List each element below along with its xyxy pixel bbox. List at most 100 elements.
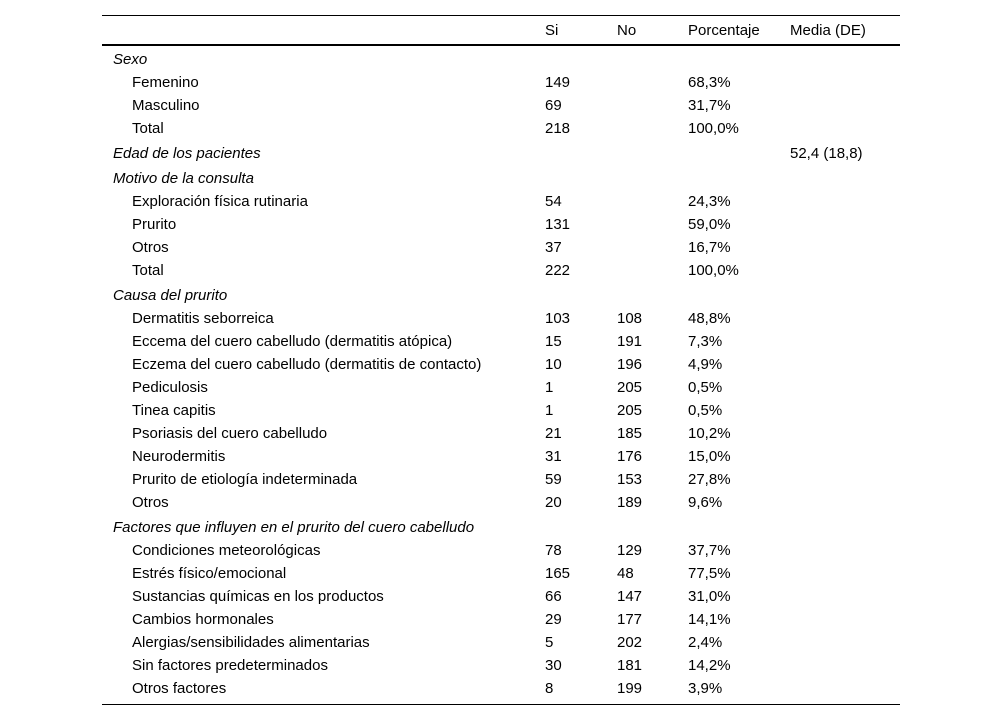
table-row: Condiciones meteorológicas 78 129 37,7% [102, 539, 900, 562]
table-row: Estrés físico/emocional 165 48 77,5% [102, 562, 900, 585]
table-row: Neurodermitis 31 176 15,0% [102, 445, 900, 468]
section-label: Causa del prurito [113, 287, 228, 304]
column-header-media: Media (DE) [790, 21, 866, 39]
row-label: Total [132, 262, 164, 279]
si-value: 54 [545, 193, 562, 210]
porcentaje-value: 2,4% [688, 634, 723, 651]
row-label: Otros [132, 494, 169, 511]
porcentaje-value: 59,0% [688, 216, 731, 233]
no-value: 189 [617, 494, 643, 511]
porcentaje-value: 7,3% [688, 333, 723, 350]
porcentaje-value: 100,0% [688, 120, 739, 137]
si-value: 37 [545, 239, 562, 256]
row-label: Psoriasis del cuero cabelludo [132, 425, 328, 442]
porcentaje-value: 68,3% [688, 74, 731, 91]
table-row: Masculino 69 31,7% [102, 94, 900, 117]
no-value: 147 [617, 588, 643, 605]
si-value: 1 [545, 379, 554, 396]
porcentaje-value: 0,5% [688, 402, 723, 419]
table-row: Eccema del cuero cabelludo (dermatitis a… [102, 330, 900, 353]
row-label: Tinea capitis [132, 402, 216, 419]
row-label: Sustancias químicas en los productos [132, 588, 384, 605]
section-row: Sexo [102, 46, 900, 71]
row-label: Otros factores [132, 680, 227, 697]
table-row: Eczema del cuero cabelludo (dermatitis d… [102, 353, 900, 376]
table-row: Psoriasis del cuero cabelludo 21 185 10,2% [102, 422, 900, 445]
table-row: Alergias/sensibilidades alimentarias 5 202… [102, 631, 900, 654]
row-label: Dermatitis seborreica [132, 310, 274, 327]
table-row: Pediculosis 1 205 0,5% [102, 376, 900, 399]
porcentaje-value: 37,7% [688, 542, 731, 559]
media-value: 52,4 (18,8) [790, 145, 863, 162]
table-row: Otros 20 189 9,6% [102, 491, 900, 514]
row-label: Prurito [132, 216, 177, 233]
no-value: 196 [617, 356, 643, 373]
si-value: 15 [545, 333, 562, 350]
si-value: 59 [545, 471, 562, 488]
porcentaje-value: 100,0% [688, 262, 739, 279]
si-value: 30 [545, 657, 562, 674]
table-header-row: Si No Porcentaje Media (DE) [102, 16, 900, 46]
si-value: 165 [545, 565, 571, 582]
table-row: Exploración física rutinaria 54 24,3% [102, 190, 900, 213]
table-body: Sexo Femenino 149 68,3% Masculino 69 31,7% Tota… [102, 46, 900, 704]
no-value: 153 [617, 471, 643, 488]
no-value: 202 [617, 634, 643, 651]
no-value: 177 [617, 611, 643, 628]
table-row: Cambios hormonales 29 177 14,1% [102, 608, 900, 631]
porcentaje-value: 31,7% [688, 97, 731, 114]
table-row: Total 218 100,0% [102, 117, 900, 140]
si-value: 29 [545, 611, 562, 628]
row-label: Estrés físico/emocional [132, 565, 287, 582]
section-label: Motivo de la consulta [113, 170, 254, 187]
no-value: 185 [617, 425, 643, 442]
si-value: 218 [545, 120, 571, 137]
column-header-si: Si [545, 21, 559, 39]
si-value: 149 [545, 74, 571, 91]
table-row: Femenino 149 68,3% [102, 71, 900, 94]
table-row: Sustancias químicas en los productos 66 14… [102, 585, 900, 608]
table-row: Otros 37 16,7% [102, 236, 900, 259]
row-label: Exploración física rutinaria [132, 193, 308, 210]
row-label: Femenino [132, 74, 199, 91]
table-row: Sin factores predeterminados 30 181 14,2% [102, 654, 900, 677]
porcentaje-value: 14,2% [688, 657, 731, 674]
porcentaje-value: 4,9% [688, 356, 723, 373]
si-value: 1 [545, 402, 554, 419]
table-row: Total 222 100,0% [102, 259, 900, 282]
table-row: Prurito 131 59,0% [102, 213, 900, 236]
no-value: 176 [617, 448, 643, 465]
row-label: Eczema del cuero cabelludo (dermatitis d… [132, 356, 482, 373]
row-label: Sin factores predeterminados [132, 657, 328, 674]
si-value: 10 [545, 356, 562, 373]
porcentaje-value: 3,9% [688, 680, 723, 697]
section-row: Motivo de la consulta [102, 165, 900, 190]
section-label: Factores que influyen en el prurito del … [113, 519, 475, 536]
row-label: Alergias/sensibilidades alimentarias [132, 634, 370, 651]
si-value: 103 [545, 310, 571, 327]
si-value: 78 [545, 542, 562, 559]
table-row: Prurito de etiología indeterminada 59 153 2… [102, 468, 900, 491]
no-value: 48 [617, 565, 634, 582]
table-row: Tinea capitis 1 205 0,5% [102, 399, 900, 422]
porcentaje-value: 15,0% [688, 448, 731, 465]
no-value: 108 [617, 310, 643, 327]
porcentaje-value: 14,1% [688, 611, 731, 628]
porcentaje-value: 48,8% [688, 310, 731, 327]
row-label: Total [132, 120, 164, 137]
si-value: 69 [545, 97, 562, 114]
table-row: Otros factores 8 199 3,9% [102, 677, 900, 700]
si-value: 131 [545, 216, 571, 233]
no-value: 181 [617, 657, 643, 674]
porcentaje-value: 24,3% [688, 193, 731, 210]
si-value: 21 [545, 425, 562, 442]
no-value: 191 [617, 333, 643, 350]
no-value: 205 [617, 379, 643, 396]
column-header-no: No [617, 21, 637, 39]
porcentaje-value: 77,5% [688, 565, 731, 582]
row-label: Eccema del cuero cabelludo (dermatitis a… [132, 333, 453, 350]
porcentaje-value: 27,8% [688, 471, 731, 488]
porcentaje-value: 10,2% [688, 425, 731, 442]
section-row: Factores que influyen en el prurito del … [102, 514, 900, 539]
row-label: Pediculosis [132, 379, 208, 396]
